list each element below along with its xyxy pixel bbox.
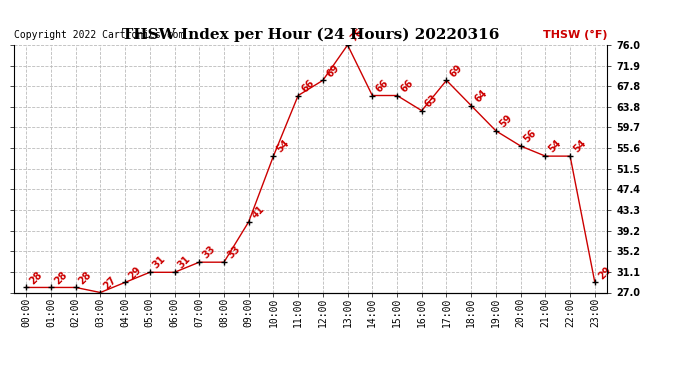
Text: 63: 63: [423, 93, 440, 109]
Text: 33: 33: [201, 244, 217, 261]
Text: 31: 31: [176, 254, 193, 271]
Text: 29: 29: [126, 264, 143, 281]
Text: 69: 69: [448, 62, 464, 79]
Text: 56: 56: [522, 128, 539, 145]
Text: 31: 31: [151, 254, 168, 271]
Text: 54: 54: [546, 138, 564, 155]
Text: 29: 29: [596, 264, 613, 281]
Text: 76: 76: [349, 27, 366, 44]
Text: 28: 28: [52, 269, 69, 286]
Text: Copyright 2022 Cartronics.com: Copyright 2022 Cartronics.com: [14, 30, 184, 40]
Text: 64: 64: [473, 88, 489, 104]
Text: THSW (°F): THSW (°F): [543, 30, 607, 40]
Text: 66: 66: [374, 78, 391, 94]
Text: 66: 66: [299, 78, 316, 94]
Text: 28: 28: [28, 269, 44, 286]
Text: 69: 69: [324, 62, 341, 79]
Text: 41: 41: [250, 204, 267, 220]
Text: 28: 28: [77, 269, 94, 286]
Text: 59: 59: [497, 113, 514, 129]
Text: 33: 33: [226, 244, 242, 261]
Text: 54: 54: [275, 138, 291, 155]
Text: 54: 54: [571, 138, 588, 155]
Title: THSW Index per Hour (24 Hours) 20220316: THSW Index per Hour (24 Hours) 20220316: [122, 28, 499, 42]
Text: 66: 66: [398, 78, 415, 94]
Text: 27: 27: [101, 274, 119, 291]
